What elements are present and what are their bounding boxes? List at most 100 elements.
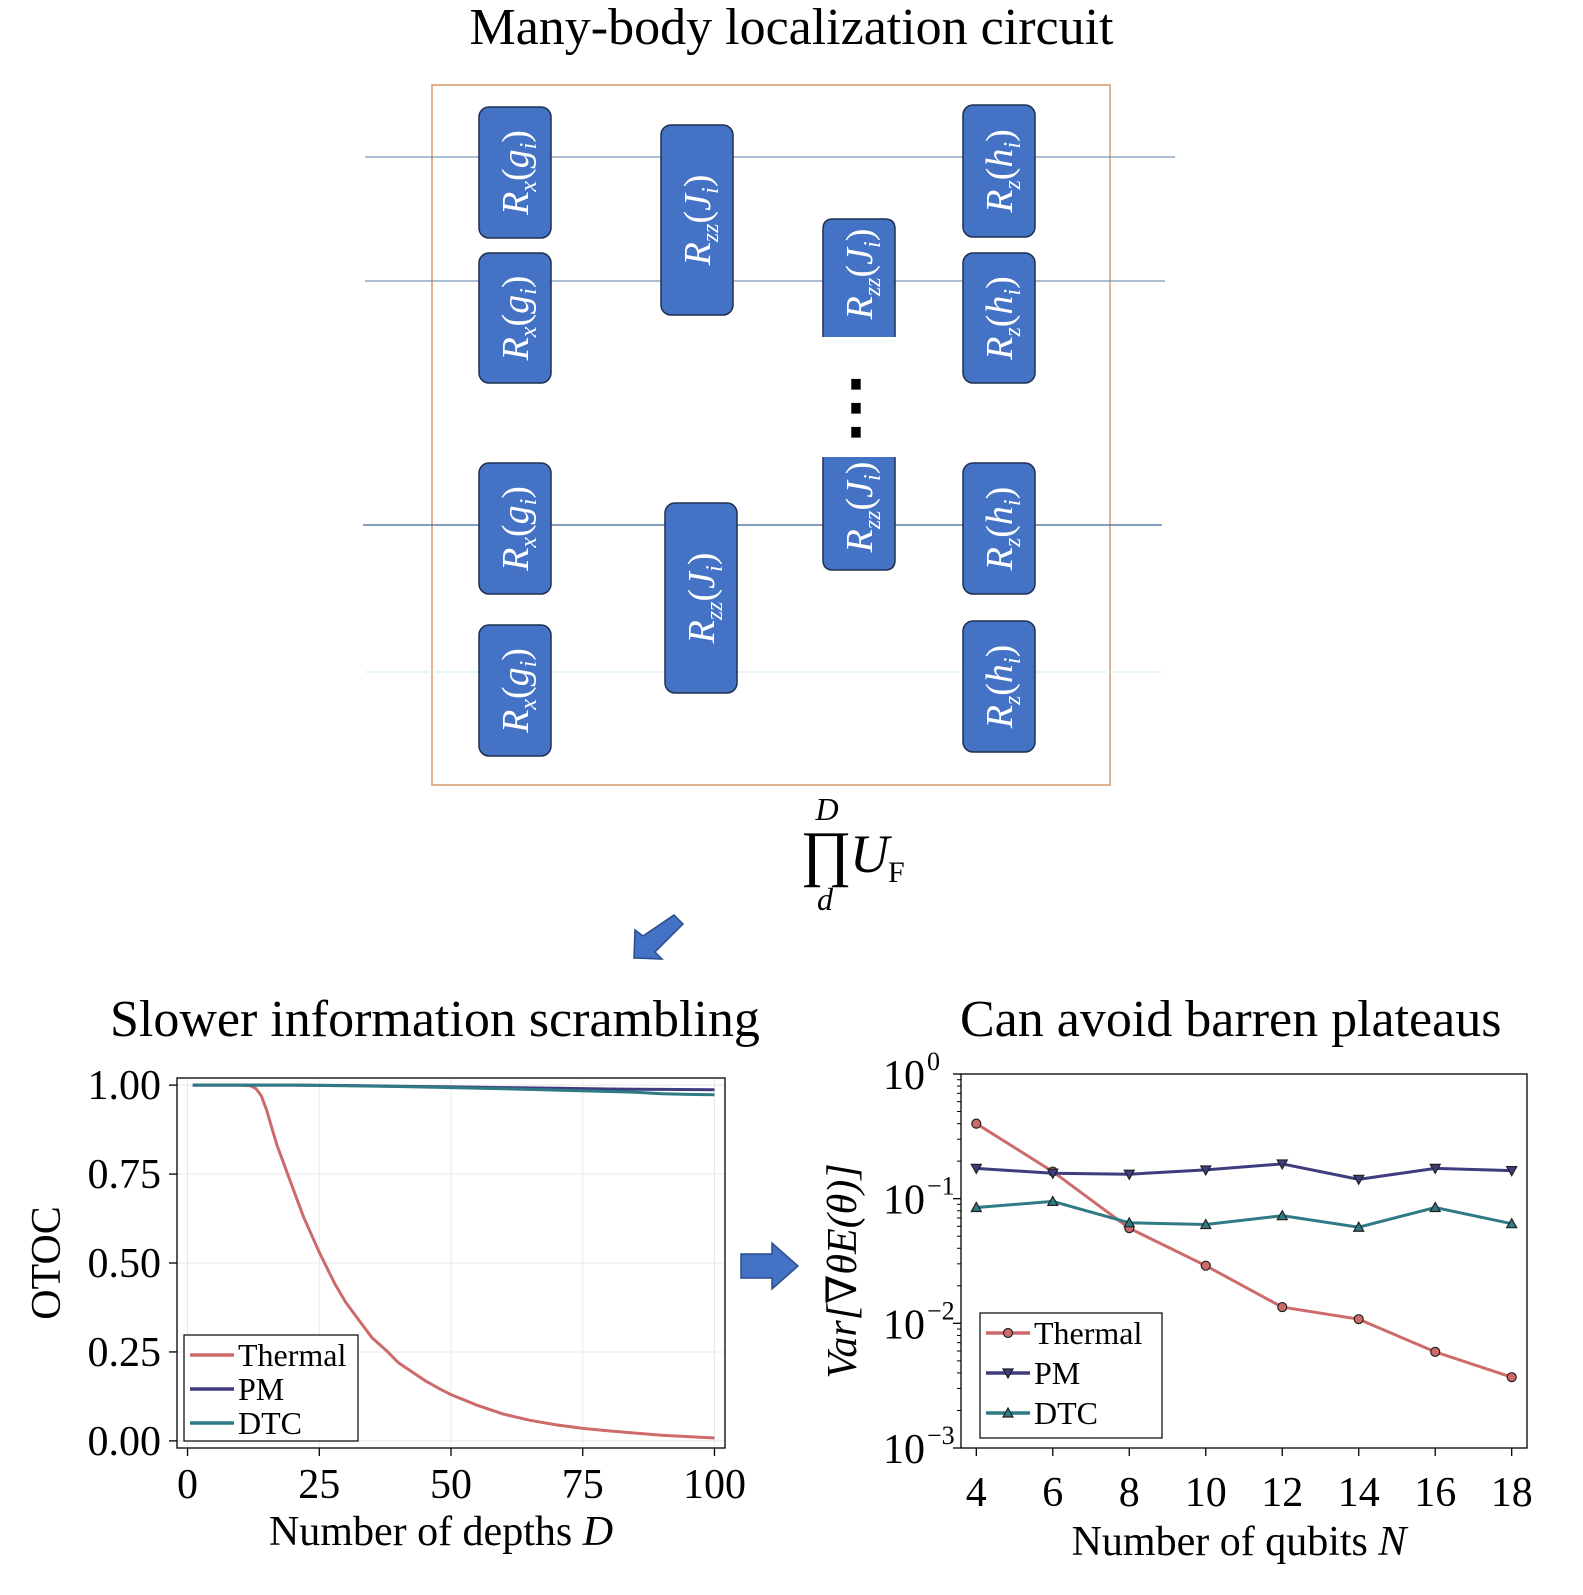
product-upper: D: [814, 791, 838, 827]
x-tick-label: 6: [1042, 1470, 1063, 1516]
product-symbol: ∏: [800, 820, 851, 888]
marker-pm: [1123, 1169, 1136, 1181]
x-tick-label: 75: [562, 1462, 604, 1508]
legend-label-thermal: Thermal: [238, 1337, 347, 1373]
rx-gate: Rx(gi): [478, 624, 552, 757]
marker-thermal: [1353, 1314, 1364, 1325]
marker-pm: [1199, 1165, 1212, 1177]
marker-thermal: [1002, 1327, 1014, 1339]
gate-label: Rzz(Ji): [839, 229, 886, 321]
circuit-diagram: Rx(gi) Rx(gi) Rx(gi) Rx(gi) Rzz(Ji) Rzz(Ji) Rz…: [363, 84, 1175, 960]
gate-label: Rx(gi): [495, 130, 542, 216]
marker-dtc: [1429, 1201, 1442, 1213]
y-tick-label: 1.00: [88, 1063, 162, 1109]
y-axis-label: OTOC: [24, 1206, 70, 1320]
x-axis-label: Number of depths D: [269, 1509, 613, 1555]
marker-thermal: [971, 1118, 982, 1129]
x-tick-label: 16: [1414, 1470, 1456, 1516]
x-tick-label: 50: [430, 1462, 472, 1508]
rx-gate: Rx(gi): [478, 462, 552, 595]
x-tick-label: 8: [1119, 1470, 1140, 1516]
gate-label: Rx(gi): [495, 648, 542, 734]
gate-label: Rz(hi): [979, 487, 1026, 572]
rz-gate: Rz(hi): [962, 462, 1036, 595]
y-tick-label: 10: [883, 1053, 925, 1099]
y-tick-label: 0.00: [88, 1419, 162, 1465]
otoc-chart: 0 25 50 75 100 0.00 0.25 0.50 0.75 1.00 Number of …: [24, 1063, 746, 1555]
circuit-frame: [431, 84, 1111, 786]
series-line-thermal: [975, 1122, 1513, 1379]
marker-pm: [970, 1163, 983, 1175]
y-tick-label: 10: [883, 1178, 925, 1224]
rz-gate: Rz(hi): [962, 620, 1036, 753]
rx-gate: Rx(gi): [478, 252, 552, 384]
plot-frame: [960, 1073, 1528, 1449]
y-tick-label: 10: [883, 1302, 925, 1348]
x-tick-label: 100: [683, 1462, 746, 1508]
y-tick-exponent: −2: [927, 1296, 955, 1325]
x-tick-label: 10: [1185, 1470, 1227, 1516]
legend-label-pm: PM: [238, 1371, 284, 1407]
series-line-dtc: [976, 1199, 1513, 1229]
marker-dtc: [1001, 1406, 1015, 1418]
marker-dtc: [1505, 1217, 1518, 1229]
gate-label: Rz(hi): [979, 645, 1026, 730]
marker-thermal: [1277, 1301, 1288, 1313]
ellipsis-dots: ⋮: [821, 369, 891, 446]
left-panel-title: Slower information scrambling: [110, 991, 760, 1048]
rzz-gate: Rzz(Ji): [664, 502, 738, 694]
x-tick-label: 0: [177, 1462, 198, 1508]
x-tick-label: 14: [1338, 1470, 1380, 1516]
series-line-dtc: [192, 1083, 715, 1097]
rz-gate: Rz(hi): [962, 252, 1036, 384]
x-tick-label: 18: [1491, 1470, 1533, 1516]
y-tick-exponent: 0: [927, 1047, 940, 1076]
gate-label: Rzz(Ji): [839, 462, 886, 554]
legend-label-dtc: DTC: [1034, 1395, 1098, 1431]
marker-dtc: [970, 1201, 983, 1213]
y-tick-exponent: −1: [927, 1172, 955, 1201]
series-line-thermal: [192, 1083, 715, 1440]
marker-pm: [1046, 1168, 1059, 1180]
y-tick-label: 0.75: [88, 1152, 162, 1198]
gate-label: Rx(gi): [495, 486, 542, 572]
right-pointing-arrow-icon: [740, 1241, 800, 1291]
down-left-arrow-icon: [633, 914, 685, 960]
gate-label: Rzz(Ji): [677, 175, 724, 267]
gate-label: Rzz(Ji): [681, 553, 728, 645]
rzz-gate: Rzz(Ji): [822, 457, 896, 571]
marker-thermal: [1506, 1372, 1517, 1383]
marker-dtc: [1123, 1216, 1136, 1228]
rx-gate: Rx(gi): [478, 106, 552, 239]
y-tick-label: 0.50: [88, 1241, 162, 1287]
legend-label-dtc: DTC: [238, 1405, 302, 1441]
y-axis-label: Var[∇θE(θ)]: [820, 1163, 866, 1378]
floquet-operator: U: [850, 824, 892, 884]
marker-pm: [1001, 1368, 1015, 1380]
y-tick-label: 10: [883, 1427, 925, 1473]
x-axis-label: Number of qubits N: [1072, 1519, 1409, 1565]
marker-pm: [1505, 1165, 1518, 1177]
rz-gate: Rz(hi): [962, 104, 1036, 238]
marker-dtc: [1276, 1209, 1289, 1221]
gate-label: Rz(hi): [979, 276, 1026, 361]
marker-pm: [1276, 1159, 1289, 1171]
rzz-gate: Rzz(Ji): [822, 218, 896, 337]
marker-dtc: [1046, 1195, 1059, 1207]
marker-pm: [1429, 1163, 1442, 1175]
legend-label-thermal: Thermal: [1034, 1315, 1143, 1351]
marker-thermal: [1430, 1346, 1441, 1358]
x-tick-label: 12: [1261, 1470, 1303, 1516]
legend: Thermal PM DTC: [979, 1312, 1163, 1439]
gate-label: Rz(hi): [979, 129, 1026, 214]
legend-label-pm: PM: [1034, 1355, 1080, 1391]
y-tick-label: 0.25: [88, 1330, 162, 1376]
circuit-title: Many-body localization circuit: [469, 0, 1114, 56]
x-tick-label: 25: [298, 1462, 340, 1508]
marker-thermal: [1200, 1260, 1211, 1271]
marker-dtc: [1199, 1218, 1212, 1230]
gate-label: Rx(gi): [495, 276, 542, 362]
product-lower: d: [817, 881, 834, 917]
